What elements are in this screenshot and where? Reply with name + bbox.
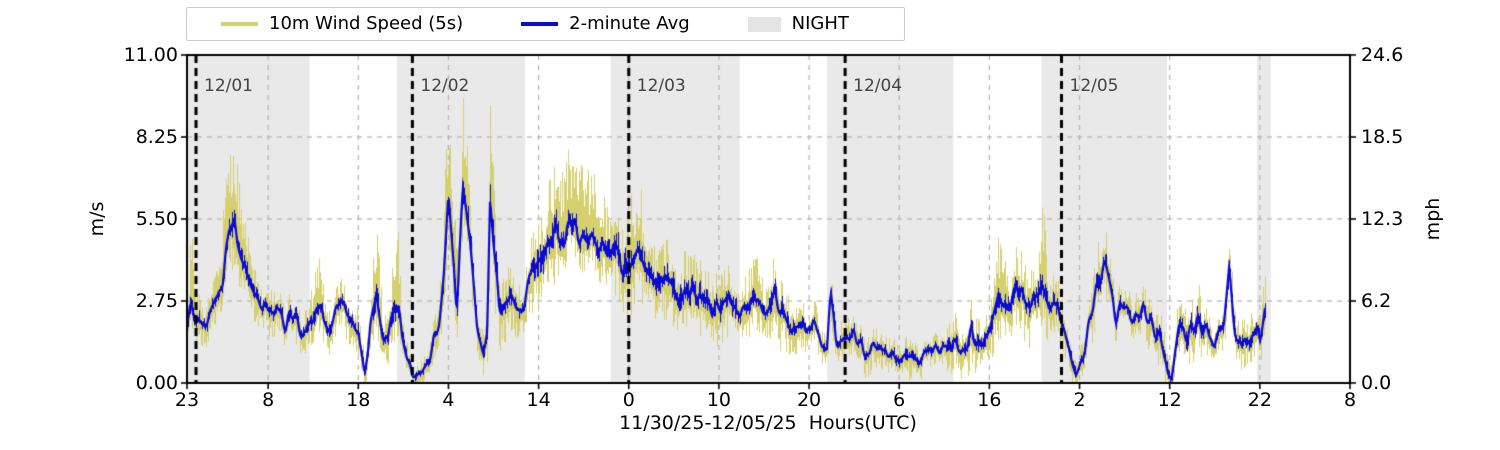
- legend-line-swatch-raw-wind: [221, 22, 258, 26]
- y-tick-label-right: 12.3: [1361, 208, 1404, 230]
- legend-item-avg-wind: 2-minute Avg: [521, 14, 690, 34]
- x-tick-label: 10: [706, 389, 731, 411]
- y-tick-label-right: 18.5: [1361, 126, 1404, 148]
- x-tick-label: 16: [977, 389, 1002, 411]
- x-tick-label: 20: [796, 389, 822, 411]
- chart-legend: 10m Wind Speed (5s) 2-minute Avg NIGHT: [186, 7, 905, 41]
- y-tick-label-left: 0.00: [135, 372, 178, 394]
- x-tick-label: 12: [1157, 389, 1182, 411]
- x-tick-label: 2: [1073, 389, 1086, 411]
- legend-item-raw-wind: 10m Wind Speed (5s): [221, 14, 463, 34]
- y-tick-label-left: 8.25: [135, 126, 178, 148]
- x-tick-label: 4: [442, 389, 455, 411]
- y-tick-label-left: 5.50: [135, 208, 178, 230]
- y-tick-label-left: 11.00: [123, 44, 178, 66]
- date-label: 12/01: [204, 76, 253, 96]
- date-label: 12/02: [420, 76, 470, 96]
- x-tick-label: 0: [622, 389, 635, 411]
- x-tick-label: 22: [1247, 389, 1272, 411]
- legend-patch-swatch-night: [747, 16, 781, 32]
- legend-label-raw-wind: 10m Wind Speed (5s): [269, 13, 464, 34]
- x-axis-label: 11/30/25-12/05/25 Hours(UTC): [619, 412, 917, 434]
- y-tick-label-right: 0.0: [1361, 372, 1392, 394]
- date-label: 12/04: [853, 76, 903, 96]
- x-tick-label: 23: [174, 389, 200, 411]
- legend-item-night: NIGHT: [747, 13, 849, 34]
- y-tick-label-right: 24.6: [1361, 44, 1404, 66]
- x-tick-label: 8: [1343, 389, 1357, 411]
- date-label: 12/05: [1069, 76, 1119, 96]
- date-label: 12/03: [636, 76, 686, 96]
- legend-label-night: NIGHT: [791, 13, 849, 34]
- y-tick-label-left: 2.75: [135, 290, 178, 312]
- x-tick-label: 6: [893, 389, 906, 411]
- y-tick-label-right: 6.2: [1361, 290, 1392, 312]
- x-tick-label: 8: [262, 389, 275, 411]
- x-tick-label: 18: [346, 389, 371, 411]
- x-tick-label: 14: [526, 389, 551, 411]
- legend-label-avg-wind: 2-minute Avg: [569, 13, 690, 34]
- legend-line-swatch-avg-wind: [521, 22, 559, 26]
